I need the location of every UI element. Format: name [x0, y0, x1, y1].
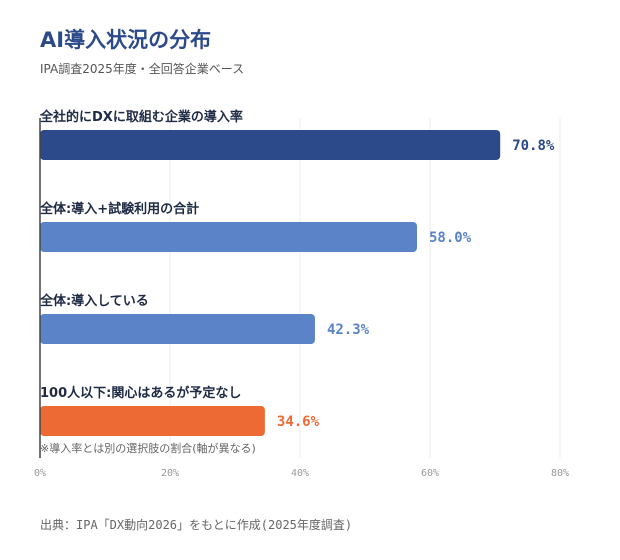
- chart-subtitle: IPA調査2025年度・全回答企業ベース: [40, 62, 245, 76]
- x-tick-label: 40%: [291, 468, 309, 479]
- chart-note: ※導入率とは別の選択肢の割合(軸が異なる): [40, 441, 256, 455]
- bar: [40, 406, 265, 436]
- bar-value-label: 42.3%: [327, 322, 370, 338]
- x-tick-label: 20%: [161, 468, 179, 479]
- chart-title: AI導入状況の分布: [40, 28, 212, 52]
- source-footer: 出典：IPA「DX動向2026」をもとに作成(2025年度調査): [40, 518, 353, 532]
- bar-value-label: 58.0%: [429, 230, 472, 246]
- category-label: 全体:導入+試験利用の合計: [39, 201, 199, 217]
- bar: [40, 314, 315, 344]
- category-label: 全体:導入している: [39, 293, 149, 309]
- category-label: 全社的にDXに取組む企業の導入率: [39, 109, 243, 125]
- x-tick-label: 0%: [34, 468, 46, 479]
- bar: [40, 130, 501, 160]
- bar-value-label: 34.6%: [277, 414, 320, 430]
- bar: [40, 222, 417, 252]
- category-label: 100人以下:関心はあるが予定なし: [40, 385, 241, 401]
- x-tick-label: 60%: [421, 468, 439, 479]
- bar-value-label: 70.8%: [512, 138, 555, 154]
- x-tick-label: 80%: [551, 468, 569, 479]
